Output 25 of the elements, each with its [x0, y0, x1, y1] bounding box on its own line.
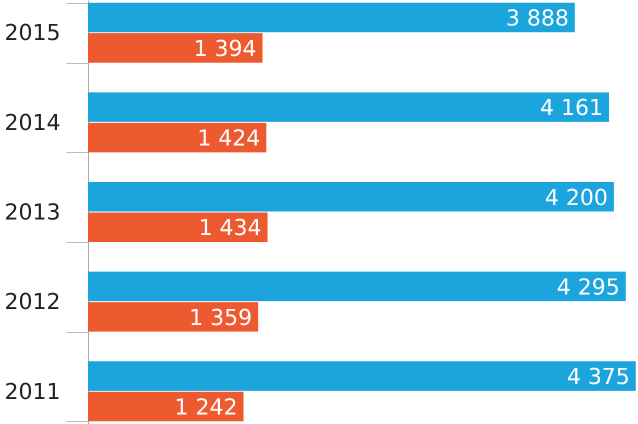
data-label: 1 434 [198, 216, 262, 242]
bar [88, 272, 626, 302]
bar [88, 302, 258, 332]
data-label: 4 375 [566, 365, 630, 390]
data-label: 4 161 [540, 96, 604, 122]
y-tick-label: 2014 [4, 110, 60, 136]
data-label: 1 394 [194, 36, 257, 62]
data-label: 4 200 [544, 186, 608, 211]
y-tick-label: 2015 [4, 21, 60, 46]
data-label: 1 424 [197, 126, 260, 152]
data-label: 1 242 [174, 396, 238, 421]
bar [88, 92, 610, 122]
bar [88, 392, 244, 422]
bar [88, 2, 575, 32]
bar [88, 361, 636, 391]
y-tick-label: 2012 [4, 290, 60, 316]
bar [88, 182, 614, 212]
y-tick-label: 2013 [4, 200, 60, 226]
y-tick-label: 2011 [4, 380, 60, 405]
bar [88, 122, 266, 152]
bar [88, 212, 268, 242]
data-label: 3 888 [506, 6, 569, 32]
data-label: 1 359 [189, 306, 252, 331]
bar [88, 33, 263, 63]
data-label: 4 295 [556, 275, 620, 300]
